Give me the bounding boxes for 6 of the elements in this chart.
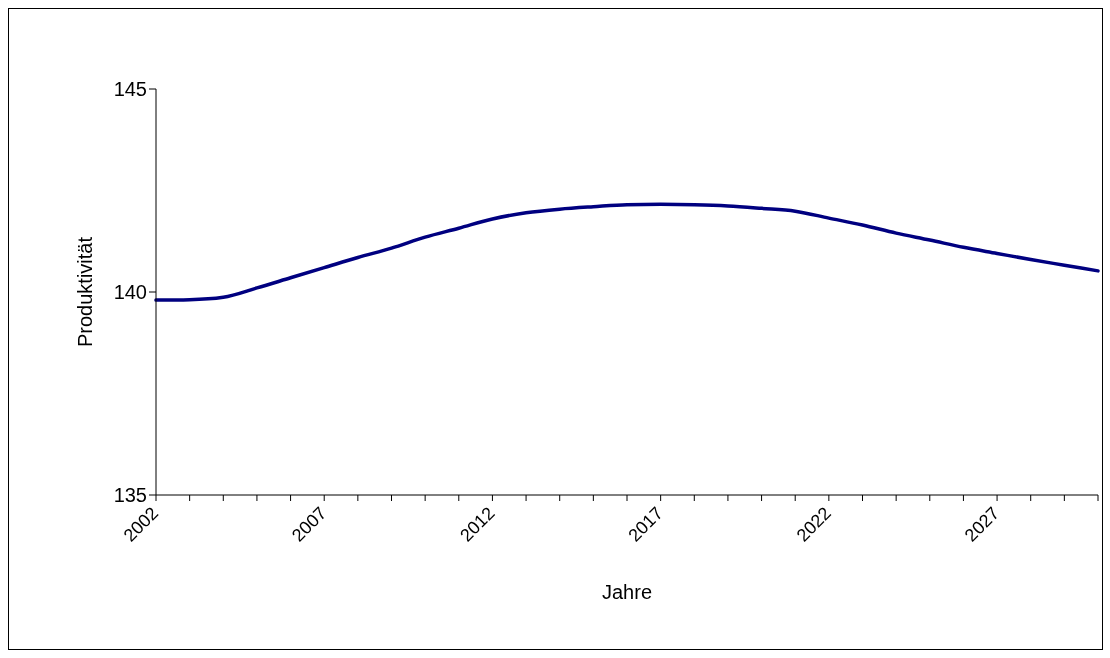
y-tick-label: 145: [113, 78, 147, 101]
y-tick-label: 140: [113, 281, 147, 304]
x-axis-title: Jahre: [601, 581, 653, 603]
line-series: [154, 202, 1100, 302]
y-axis-title: Produktivität: [74, 236, 97, 348]
y-tick-label: 135: [113, 484, 147, 507]
